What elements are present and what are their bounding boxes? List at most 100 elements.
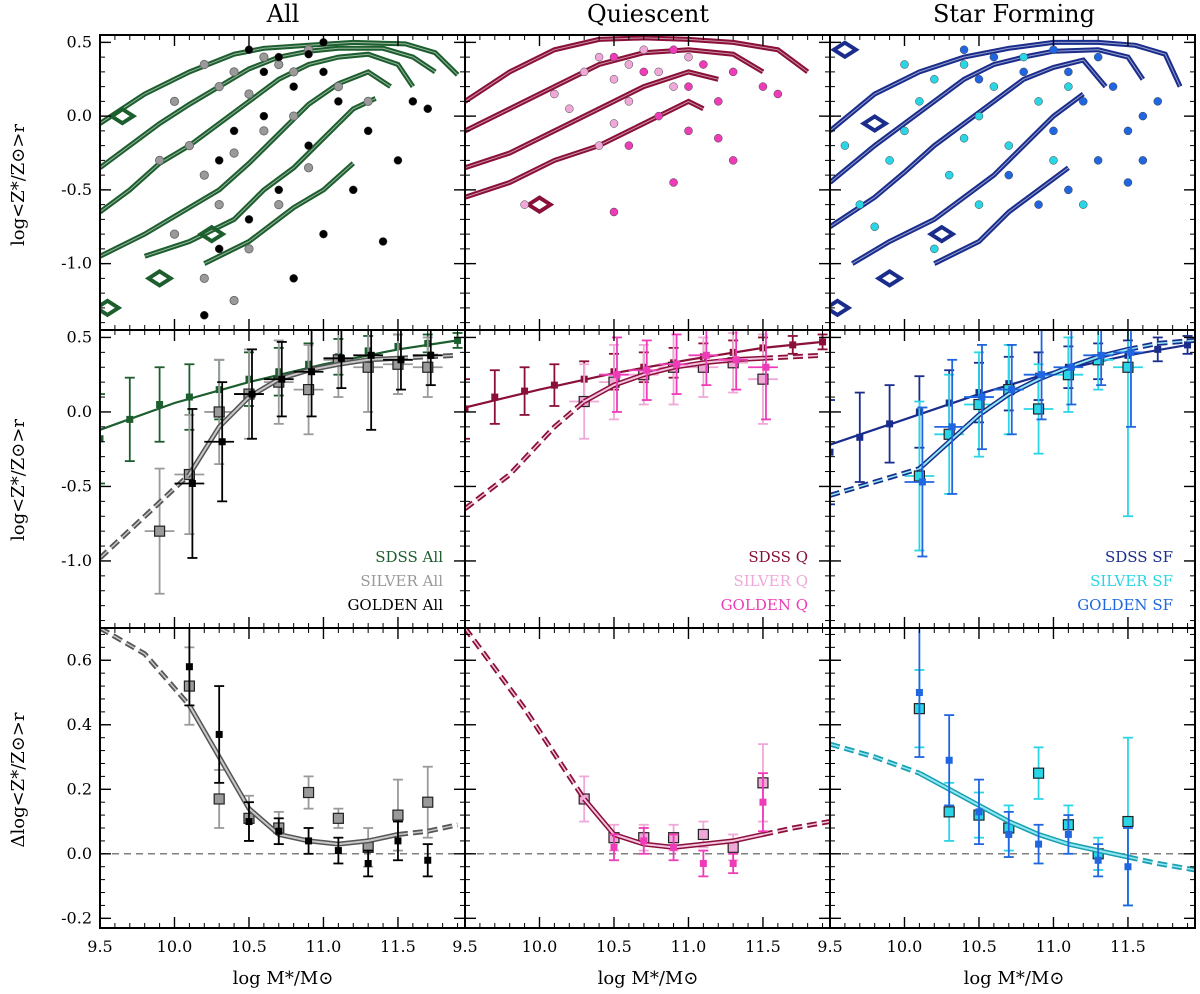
fit-extrapolation-inner-golden-q-1 [762,354,823,360]
y-axis-label-row-1: log<Z*/Z⊙>r [8,124,29,246]
column-titles: All Quiescent Star Forming [266,0,1095,28]
plot-area [100,330,463,595]
point-golden-sf-2 [1019,67,1028,77]
marker-golden-all-2 [245,818,253,826]
marker-silver-all-1 [213,793,225,805]
point-silver-all-21 [199,59,209,70]
point-silver-sf-13 [870,222,879,231]
marker-golden-all-5 [337,354,345,362]
point-silver-sf-20 [1079,200,1088,209]
point-golden-q-2 [669,45,678,54]
point-golden-sf-18 [1138,156,1148,165]
point-golden-all-18 [423,104,433,113]
marker-golden-all-1 [215,730,223,738]
marker-golden-q-5 [762,363,770,371]
plot-area [465,628,830,878]
marker-silver-q-6 [757,373,769,385]
point-golden-all-16 [319,229,328,239]
y-tick-label: 0.5 [67,327,92,346]
marker-silver-all-0 [153,525,166,537]
marker-silver-all-5 [302,384,315,396]
marker-sdss-all-2 [156,401,164,408]
marker-golden-q-0 [613,371,621,379]
y-tick-label: -1.0 [61,551,92,570]
column-title-star-forming: Star Forming [933,0,1095,28]
point-golden-sf-8 [1123,126,1133,136]
point-golden-sf-3 [1049,45,1058,54]
point-golden-all-13 [244,215,254,224]
contour-island-1 [874,269,905,288]
y-tick-label: 0.0 [67,844,92,863]
marker-silver-q-4 [697,828,709,841]
y-tick-label: 0.2 [67,779,92,798]
point-golden-sf-5 [1079,97,1088,106]
marker-sdss-q-3 [550,381,558,389]
x-tick-label: 9.5 [87,937,112,956]
point-silver-q-0 [579,67,589,77]
point-silver-sf-12 [1049,156,1058,165]
marker-sdss-q-11 [789,341,797,349]
marker-golden-sf-0 [918,478,926,486]
panel-top-quiescent [464,34,831,331]
marker-sdss-q-2 [521,387,529,395]
contour-highlight-2 [465,49,764,132]
point-golden-all-8 [334,97,343,106]
x-tick-label: 11.0 [306,937,342,956]
legend-entry-golden-q: GOLDEN Q [721,596,808,614]
contour-island-2 [100,298,123,318]
fit-band-inner-golden-sf [918,772,1129,858]
panels: -1.0 -0.5 0.0 0.5 -1.0 -0.5 0.0 0.5 SDSS All SILV… [61,32,1196,956]
marker-golden-sf-4 [1038,371,1046,379]
legend-entry-sdss-sf: SDSS SF [1105,548,1173,566]
point-silver-q-10 [550,89,559,99]
marker-golden-sf-1 [945,756,953,764]
contour-level-2 [100,45,437,170]
marker-sdss-all-1 [126,415,134,423]
fit-extrapolation-inner-golden-all-1 [397,354,458,360]
point-silver-all-14 [333,82,343,92]
point-silver-q-5 [654,67,663,77]
point-silver-sf-7 [974,111,984,121]
point-golden-sf-10 [1049,126,1058,136]
point-silver-sf-15 [974,200,984,209]
point-golden-q-7 [758,82,768,91]
fit-extrapolation-inner-golden-all-0 [100,473,190,559]
point-silver-all-0 [169,96,180,106]
point-silver-all-3 [214,82,224,92]
marker-golden-q-1 [640,837,648,845]
point-golden-all-0 [244,45,254,54]
fit-extrapolation-inner-golden-q-0 [465,400,585,510]
point-silver-all-1 [184,141,194,151]
point-silver-sf-17 [900,60,909,69]
point-golden-sf-13 [1093,156,1103,165]
point-golden-q-3 [684,82,693,91]
marker-golden-all-1 [218,438,226,446]
point-golden-q-1 [639,67,649,77]
marker-golden-all-8 [424,856,432,864]
x-tick-label: 10.0 [887,937,923,956]
contour-island-5 [830,40,860,60]
plot-area [830,39,1183,318]
x-tick-label: 11.5 [745,937,781,956]
contour-level-3 [465,69,719,171]
contour-highlight-2 [100,47,436,169]
column-title-all: All [266,0,300,28]
fit-band-inner-golden-sf [918,348,1129,470]
point-silver-all-18 [274,200,284,210]
fit-extrapolation-inner-golden-q-0 [465,628,585,800]
marker-sdss-sf-2 [886,420,894,428]
point-silver-all-9 [303,163,314,173]
marker-silver-sf-7 [1122,815,1134,828]
marker-sdss-all-0 [100,435,104,443]
point-silver-all-13 [259,126,269,136]
x-tick-label: 9.5 [452,937,477,956]
point-silver-sf-5 [944,170,954,180]
contour-island-2 [830,298,853,318]
marker-golden-all-4 [305,837,313,845]
point-silver-all-4 [229,67,239,77]
marker-silver-q-0 [578,793,590,805]
point-golden-all-4 [289,82,298,91]
marker-golden-all-7 [397,356,405,364]
panel-bottom-starforming: 9.5 10.0 10.5 11.0 11.5 [817,627,1196,956]
x-axis-label-col-3: log M*/M⊙ [964,968,1065,989]
